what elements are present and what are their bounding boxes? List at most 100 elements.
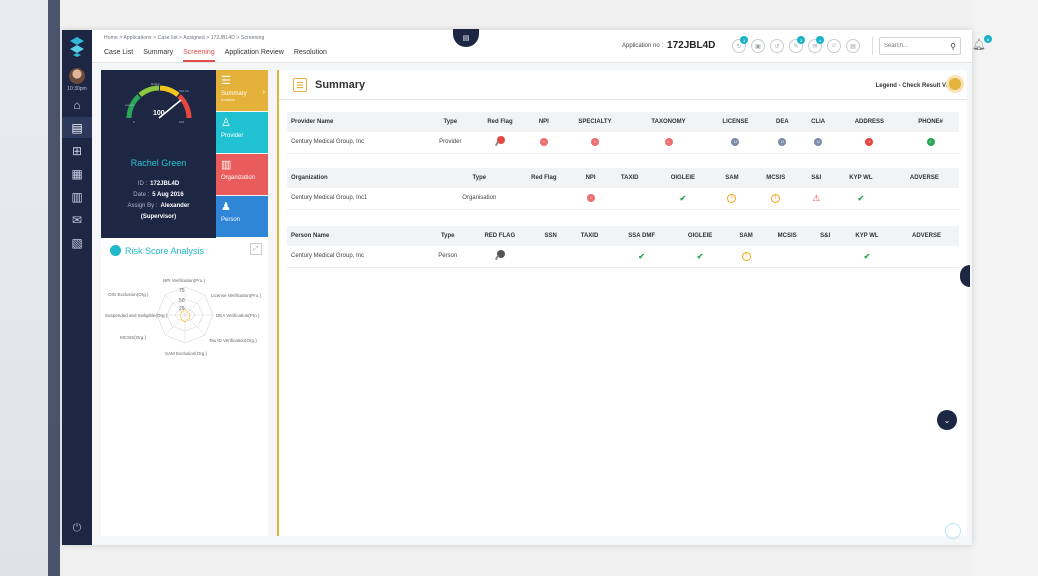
check-icon[interactable]: ✔ <box>696 251 704 261</box>
column-header: NPI <box>574 168 607 188</box>
status-cell <box>470 132 530 154</box>
user-avatar[interactable] <box>69 68 85 84</box>
header-action-icons: ↻ 3 ▣ ↺ ✎ 3 ✉ 4 ☺ ▤ <box>732 36 860 53</box>
legend-link[interactable]: Legend - Check Result Values <box>875 83 961 89</box>
column-header: MCSIS <box>751 168 801 188</box>
clipboard-icon[interactable]: ▤ <box>62 117 92 138</box>
mail-icon[interactable]: ✉ <box>71 212 83 227</box>
mail-icon[interactable]: ✉ 4 <box>808 36 824 53</box>
badge: 4 <box>816 36 824 44</box>
people-icon[interactable]: ☺ <box>827 39 841 53</box>
warning-icon[interactable]: ! <box>741 251 751 261</box>
red-flag-icon[interactable] <box>494 250 505 261</box>
assign-value: Alexander <box>160 203 190 209</box>
status-cell: ! <box>751 188 801 210</box>
check-icon[interactable]: ✔ <box>638 251 645 261</box>
check-icon[interactable]: ✔ <box>679 193 687 203</box>
unknown-status-icon[interactable]: U <box>814 138 823 147</box>
search-input[interactable] <box>884 43 944 49</box>
fail-status-icon[interactable]: × <box>539 138 548 147</box>
document-fab-icon[interactable]: ▤ <box>453 29 479 47</box>
breadcrumb[interactable]: Home > Applications > Case list > Assign… <box>104 35 265 41</box>
analytics-icon[interactable]: ▧ <box>71 235 83 250</box>
pass-status-icon[interactable]: ✓ <box>926 138 935 147</box>
profile-info: ID :172JBL4D Date :5 Aug 2016 Assign By … <box>101 179 216 223</box>
check-icon[interactable]: ✔ <box>857 193 865 203</box>
chevron-right-icon: › <box>262 87 265 96</box>
briefcase-icon[interactable]: ▣ <box>751 39 765 53</box>
check-icon[interactable]: ✔ <box>863 251 871 261</box>
status-cell: ✔ <box>832 188 890 210</box>
help-icon[interactable] <box>945 523 961 539</box>
search-icon[interactable]: ⚲ <box>950 41 956 51</box>
warning-icon[interactable]: ! <box>727 193 737 203</box>
application-number-label: Application no : <box>622 42 664 49</box>
column-header: S&I <box>810 226 840 246</box>
org-chart-icon[interactable]: ⊞ <box>71 143 83 158</box>
unknown-status-icon[interactable]: U <box>731 138 740 147</box>
nav-tabs: Case List Summary Screening Application … <box>104 49 327 62</box>
table-row[interactable]: Century Medical Group, Inc Provider × × × U U U… <box>287 132 959 154</box>
tab-application-review[interactable]: Application Review <box>224 49 284 56</box>
side-tab-organization[interactable]: ▥ Organization <box>216 154 268 195</box>
gauge-label-low: Low risk <box>125 104 135 107</box>
tab-summary[interactable]: Summary <box>143 49 174 56</box>
document-icon[interactable]: ▦ <box>71 166 83 181</box>
tab-resolution[interactable]: Resolution <box>293 49 327 56</box>
tab-case-list[interactable]: Case List <box>104 49 134 56</box>
side-panel-handle[interactable] <box>960 265 970 287</box>
unknown-status-icon[interactable]: U <box>778 138 787 147</box>
column-header: SAM <box>728 226 764 246</box>
row-type: Provider <box>429 132 471 154</box>
status-cell: ⚠ <box>800 188 833 210</box>
divider <box>872 37 873 55</box>
gauge-max: 100 <box>179 120 184 124</box>
home-icon[interactable]: ⌂ <box>73 97 81 112</box>
status-cell: × <box>836 132 903 154</box>
summary-title-text: Summary <box>315 79 366 91</box>
table-row[interactable]: Century Medical Group, Inc1 Organisation ×… <box>287 188 959 210</box>
tab-screening[interactable]: Screening <box>183 49 215 62</box>
notifications-bell-icon[interactable]: 🔔︎ 6 <box>972 35 992 51</box>
expand-icon[interactable]: ⤢ <box>250 243 262 255</box>
status-cell: U <box>705 132 766 154</box>
status-cell: ✔ <box>652 188 713 210</box>
row-type: Organisation <box>445 188 513 210</box>
chevron-down-icon[interactable]: ⌄ <box>937 410 957 430</box>
fail-status-icon[interactable]: × <box>586 194 595 203</box>
assign-role: (Supervisor) <box>140 214 177 220</box>
edit-icon[interactable]: ✎ 3 <box>789 36 805 53</box>
report-icon[interactable]: ▥ <box>71 189 83 204</box>
print-icon[interactable]: ▤ <box>846 39 860 53</box>
red-flag-icon[interactable] <box>494 136 505 147</box>
side-tab-person[interactable]: ♟ Person <box>216 196 268 237</box>
table-header-row: Person Name Type RED FLAG SSN TAXID SSA DMF OI… <box>287 226 959 246</box>
column-header: ADVERSE <box>889 168 959 188</box>
fail-status-icon[interactable]: × <box>664 138 673 147</box>
error-status-icon[interactable]: × <box>865 138 874 147</box>
side-badge-icon[interactable] <box>946 75 964 93</box>
sync-icon[interactable]: ↻ 3 <box>732 36 748 53</box>
side-tab-summary[interactable]: ☰ Summary Analyse › <box>216 70 268 111</box>
column-header: KYP WL <box>839 226 895 246</box>
app-logo-icon[interactable] <box>68 36 86 58</box>
warning-icon[interactable]: ! <box>771 193 781 203</box>
history-icon[interactable]: ↺ <box>770 39 784 53</box>
column-header: MCSIS <box>763 226 811 246</box>
summary-panel: ☰ Summary Legend - Check Result Values P… <box>277 70 967 536</box>
status-cell: ✓ <box>902 132 959 154</box>
risk-radar-chart: 75 50 25 NPI Verification(Pro.) License … <box>105 278 262 356</box>
badge: 3 <box>740 36 748 44</box>
side-tab-sub: Analyse <box>221 97 236 102</box>
status-cell: ! <box>728 246 764 268</box>
status-cell <box>763 246 811 268</box>
power-icon[interactable]: ⏻ <box>72 522 82 534</box>
status-cell: × <box>529 132 559 154</box>
column-header: SPECIALTY <box>558 112 632 132</box>
fail-status-icon[interactable]: × <box>590 138 599 147</box>
table-row[interactable]: Century Medical Group, Inc Person ✔ ✔! ✔ <box>287 246 959 268</box>
table-header-row: Provider Name Type Red Flag NPI SPECIALTY TAX… <box>287 112 959 132</box>
side-tab-provider[interactable]: ♙ Provider <box>216 112 268 153</box>
badge: 6 <box>983 35 992 43</box>
alert-triangle-icon[interactable]: ⚠ <box>812 192 821 203</box>
